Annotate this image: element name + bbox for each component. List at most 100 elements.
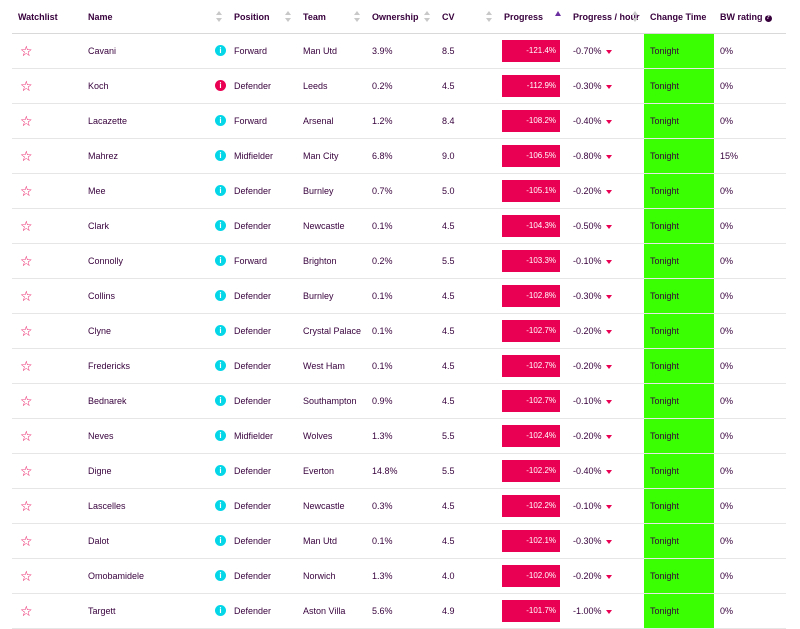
info-icon[interactable]: i — [215, 430, 226, 441]
table-row[interactable]: ☆ Mee i Defender Burnley 0.7% 5.0 -105.1% -0.20%… — [12, 173, 786, 209]
bw-rating-cell: 0% — [714, 593, 786, 629]
player-name[interactable]: Cavani — [88, 46, 117, 56]
player-name[interactable]: Clark — [88, 221, 110, 231]
progress-hour-value: -1.00% — [573, 606, 602, 616]
star-outline-icon[interactable]: ☆ — [20, 113, 33, 129]
change-time-badge: Tonight — [644, 34, 714, 68]
col-header-position[interactable]: Position — [228, 0, 297, 34]
table-row[interactable]: ☆ Digne i Defender Everton 14.8% 5.5 -102.2% -0.… — [12, 453, 786, 489]
info-icon[interactable]: i — [215, 325, 226, 336]
table-row[interactable]: ☆ Targett i Defender Aston Villa 5.6% 4.9 -101.… — [12, 593, 786, 629]
table-row[interactable]: ☆ Connolly i Forward Brighton 0.2% 5.5 -103.3% -… — [12, 243, 786, 279]
star-outline-icon[interactable]: ☆ — [20, 183, 33, 199]
player-name[interactable]: Mahrez — [88, 151, 119, 161]
player-name[interactable]: Dalot — [88, 536, 110, 546]
info-icon[interactable]: i — [215, 80, 226, 91]
progress-cell: -102.8% — [498, 278, 567, 314]
info-icon[interactable]: i — [215, 290, 226, 301]
info-icon[interactable]: i — [215, 115, 226, 126]
info-icon[interactable]: i — [215, 465, 226, 476]
player-name[interactable]: Mee — [88, 186, 106, 196]
star-outline-icon[interactable]: ☆ — [20, 43, 33, 59]
sort-icon — [632, 11, 638, 22]
info-icon[interactable]: i — [215, 535, 226, 546]
table-row[interactable]: ☆ Bednarek i Defender Southampton 0.9% 4.5 -102… — [12, 383, 786, 419]
progress-hour-cell: -0.50% — [567, 208, 644, 244]
info-icon[interactable]: i — [215, 255, 226, 266]
progress-hour-value: -0.50% — [573, 221, 602, 231]
info-icon[interactable]: i — [215, 570, 226, 581]
info-icon[interactable]: i — [215, 605, 226, 616]
table-row[interactable]: ☆ Lascelles i Defender Newcastle 0.3% 4.5 -102.… — [12, 488, 786, 524]
table-row[interactable]: ☆ Koch i Defender Leeds 0.2% 4.5 -112.9% -0.30% T… — [12, 68, 786, 104]
col-header-name[interactable]: Name — [82, 0, 228, 34]
player-name[interactable]: Connolly — [88, 256, 124, 266]
col-header-team[interactable]: Team — [297, 0, 366, 34]
player-name[interactable]: Targett — [88, 606, 116, 616]
player-name[interactable]: Bednarek — [88, 396, 127, 406]
table-row[interactable]: ☆ Collins i Defender Burnley 0.1% 4.5 -102.8% -0… — [12, 278, 786, 314]
col-header-progress-hour[interactable]: Progress / hour — [567, 0, 644, 34]
table-row[interactable]: ☆ Dalot i Defender Man Utd 0.1% 4.5 -102.1% -0.3… — [12, 523, 786, 559]
table-row[interactable]: ☆ Clark i Defender Newcastle 0.1% 4.5 -104.3% -0… — [12, 208, 786, 244]
player-name[interactable]: Lacazette — [88, 116, 128, 126]
info-icon[interactable]: i — [215, 220, 226, 231]
star-outline-icon[interactable]: ☆ — [20, 603, 33, 619]
star-outline-icon[interactable]: ☆ — [20, 253, 33, 269]
star-outline-icon[interactable]: ☆ — [20, 148, 33, 164]
cv-cell: 5.5 — [436, 453, 498, 489]
col-header-progress[interactable]: Progress — [498, 0, 567, 34]
progress-hour-cell: -0.80% — [567, 138, 644, 174]
player-name-cell: Bednarek i — [82, 383, 228, 419]
player-name[interactable]: Collins — [88, 291, 116, 301]
change-time-cell: Tonight — [644, 383, 714, 419]
star-outline-icon[interactable]: ☆ — [20, 498, 33, 514]
star-outline-icon[interactable]: ☆ — [20, 358, 33, 374]
info-icon[interactable]: i — [215, 500, 226, 511]
triangle-down-icon — [605, 259, 612, 264]
star-outline-icon[interactable]: ☆ — [20, 463, 33, 479]
table-row[interactable]: ☆ Lacazette i Forward Arsenal 1.2% 8.4 -108.2% -… — [12, 103, 786, 139]
progress-cell: -102.4% — [498, 418, 567, 454]
sort-icon — [216, 11, 222, 22]
player-name[interactable]: Lascelles — [88, 501, 126, 511]
info-icon[interactable]: i — [215, 360, 226, 371]
player-name[interactable]: Neves — [88, 431, 114, 441]
help-icon[interactable]: ? — [764, 14, 772, 22]
info-icon[interactable]: i — [215, 395, 226, 406]
progress-hour-value: -0.20% — [573, 361, 602, 371]
table-row[interactable]: ☆ Cavani i Forward Man Utd 3.9% 8.5 -121.4% -0.7… — [12, 33, 786, 69]
star-outline-icon[interactable]: ☆ — [20, 533, 33, 549]
star-outline-icon[interactable]: ☆ — [20, 218, 33, 234]
col-header-change-time[interactable]: Change Time — [644, 0, 714, 34]
table-row[interactable]: ☆ Clyne i Defender Crystal Palace 0.1% 4.5 -102… — [12, 313, 786, 349]
col-header-ownership[interactable]: Ownership — [366, 0, 436, 34]
table-row[interactable]: ☆ Fredericks i Defender West Ham 0.1% 4.5 -102.… — [12, 348, 786, 384]
col-header-watchlist[interactable]: Watchlist — [12, 0, 82, 34]
table-row[interactable]: ☆ Neves i Midfielder Wolves 1.3% 5.5 -102.4% -0.… — [12, 418, 786, 454]
change-time-badge: Tonight — [644, 349, 714, 383]
player-name[interactable]: Koch — [88, 81, 109, 91]
position-cell: Defender — [228, 278, 297, 314]
star-outline-icon[interactable]: ☆ — [20, 428, 33, 444]
info-icon[interactable]: i — [215, 150, 226, 161]
player-name[interactable]: Fredericks — [88, 361, 131, 371]
col-header-bw-rating[interactable]: BW rating? — [714, 0, 786, 34]
star-outline-icon[interactable]: ☆ — [20, 78, 33, 94]
star-outline-icon[interactable]: ☆ — [20, 568, 33, 584]
info-icon[interactable]: i — [215, 45, 226, 56]
col-header-cv[interactable]: CV — [436, 0, 498, 34]
watchlist-cell: ☆ — [12, 523, 82, 559]
info-icon[interactable]: i — [215, 185, 226, 196]
table-row[interactable]: ☆ Omobamidele i Defender Norwich 1.3% 4.0 -102.… — [12, 558, 786, 594]
player-name[interactable]: Clyne — [88, 326, 112, 336]
player-name[interactable]: Omobamidele — [88, 571, 145, 581]
star-outline-icon[interactable]: ☆ — [20, 393, 33, 409]
star-outline-icon[interactable]: ☆ — [20, 288, 33, 304]
cv-cell: 5.5 — [436, 418, 498, 454]
player-name[interactable]: Digne — [88, 466, 112, 476]
table-row[interactable]: ☆ Mahrez i Midfielder Man City 6.8% 9.0 -106.5%… — [12, 138, 786, 174]
progress-bar: -102.7% — [502, 390, 560, 412]
star-outline-icon[interactable]: ☆ — [20, 323, 33, 339]
progress-hour-value: -0.80% — [573, 151, 602, 161]
